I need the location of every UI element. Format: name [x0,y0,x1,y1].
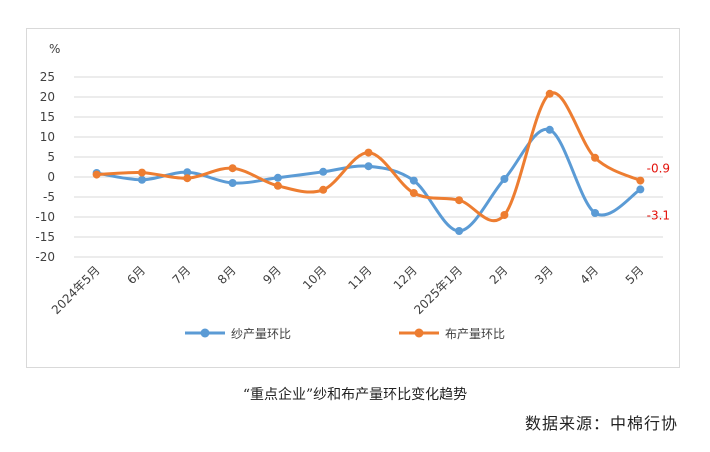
data-point [228,164,237,173]
chart-caption: “重点企业”纱和布产量环比变化趋势 [242,387,468,403]
data-source: 数据来源：中棉行协 [524,414,678,433]
y-tick-label: 25 [40,70,55,84]
x-tick-label: 6月 [124,263,148,287]
data-point [500,175,509,183]
data-point [455,196,464,205]
y-tick-label: 0 [47,170,55,184]
legend-marker-1 [200,328,210,338]
data-point [319,167,328,176]
data-point [273,173,282,182]
data-point [273,181,282,190]
chart-area: % 25 20 15 10 5 0 -5 -10 -15 -20 2024年5月 6月 7月 8月 9月 10月… [26,28,680,368]
legend-marker-2 [414,328,424,338]
data-point [137,168,146,177]
data-point [500,211,509,219]
data-point [228,179,237,187]
data-point [409,176,418,185]
data-point [319,185,328,194]
x-tick-label: 5月 [623,263,647,287]
series-line-1 [96,127,642,233]
data-point [591,209,600,217]
y-tick-label: 5 [47,150,55,164]
data-point [545,125,554,134]
data-point [137,175,146,184]
data-point [409,189,418,197]
data-point [455,227,464,235]
legend-label-1: 纱产量环比 [231,327,291,341]
x-tick-label: 10月 [300,263,329,292]
y-tick-label: -20 [35,250,55,264]
y-axis-unit-label: % [49,42,60,56]
data-label-2: -3.1 [647,208,670,222]
data-point [92,170,101,179]
x-tick-label: 4月 [577,263,601,287]
x-tick-label: 2024年5月 [49,263,103,317]
data-point [364,148,373,157]
y-tick-label: 20 [40,90,55,104]
x-tick-label: 3月 [532,263,556,287]
y-tick-label: -15 [35,230,55,244]
x-tick-label: 2025年1月 [411,263,465,317]
data-point [364,162,373,171]
x-tick-label: 7月 [170,263,194,287]
data-label-1: -0.9 [647,162,670,176]
data-point [636,176,645,185]
x-tick-label: 12月 [391,263,420,292]
x-tick-label: 11月 [345,263,374,292]
y-tick-label: 10 [40,130,55,144]
data-point [183,168,192,177]
data-point [545,89,554,98]
x-tick-label: 9月 [260,263,284,287]
data-point [636,185,645,194]
y-tick-label: 15 [40,110,55,124]
y-tick-label: -10 [35,210,55,224]
data-point [591,153,600,162]
y-tick-label: -5 [43,190,55,204]
x-tick-label: 8月 [215,263,239,287]
legend-label-2: 布产量环比 [445,327,505,341]
data-point [183,174,192,183]
x-tick-label: 2月 [487,263,511,287]
